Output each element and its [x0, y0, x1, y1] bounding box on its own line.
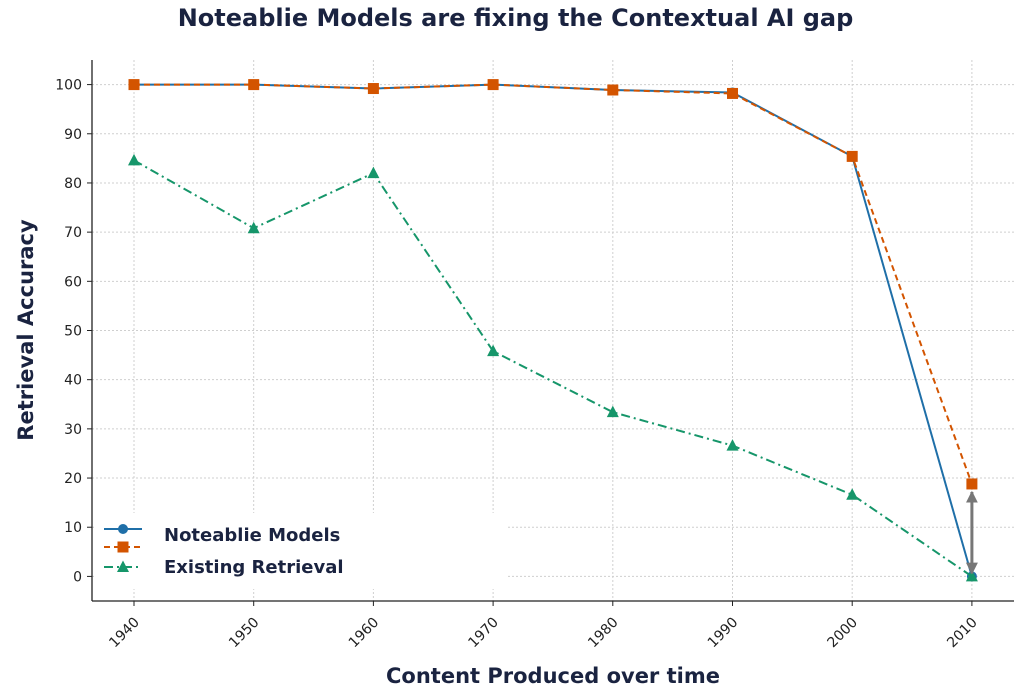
y-axis-label-wrap: Retrieval Accuracy	[0, 60, 52, 600]
x-tick-label: 2000	[825, 615, 862, 652]
y-tick-label: 80	[64, 176, 82, 192]
data-point-2-6	[846, 488, 859, 500]
legend-marker-2	[117, 560, 129, 572]
data-point-1-2	[367, 83, 379, 95]
y-tick-label: 10	[64, 520, 82, 536]
y-tick-label: 20	[64, 471, 82, 487]
data-point-1-0	[128, 79, 140, 91]
y-tick-label: 90	[64, 127, 82, 143]
data-point-1-3	[487, 79, 499, 91]
data-point-2-1	[247, 221, 260, 234]
legend-marker-0	[118, 524, 128, 534]
y-tick-label: 0	[73, 569, 82, 585]
x-tick-label: 1960	[346, 615, 383, 652]
y-tick-label: 100	[55, 78, 82, 94]
data-point-1-7	[966, 478, 978, 490]
series-line-2	[133, 159, 973, 578]
data-point-1-6	[846, 150, 858, 162]
legend-label-1: Existing Retrieval	[164, 557, 344, 578]
legend-marker-1	[117, 541, 129, 553]
y-tick-label: 70	[64, 225, 82, 241]
x-axis-label: Content Produced over time	[386, 664, 720, 688]
data-point-2-7	[965, 569, 978, 582]
legend-box	[96, 513, 506, 589]
x-tick-label: 1970	[465, 615, 502, 652]
data-point-2-4	[606, 405, 619, 418]
legend-label-0: Noteablie Models	[164, 525, 340, 546]
y-axis-label: Retrieval Accuracy	[14, 219, 38, 441]
y-tick-label: 60	[64, 274, 82, 290]
y-tick-label: 30	[64, 422, 82, 438]
data-point-1-1	[248, 79, 260, 91]
x-tick-label: 1980	[585, 615, 622, 652]
data-point-1-5	[727, 87, 738, 99]
x-tick-label: 1950	[226, 615, 263, 652]
series-line-1	[134, 83, 973, 485]
y-tick-label: 40	[64, 373, 82, 389]
data-point-1-4	[607, 84, 619, 96]
data-point-2-5	[726, 439, 739, 451]
data-point-2-0	[128, 153, 140, 166]
x-tick-label: 1940	[106, 615, 143, 652]
x-tick-label: 1990	[705, 615, 742, 652]
x-tick-label: 2010	[944, 615, 981, 652]
chart-title: Noteablie Models are fixing the Contextu…	[177, 4, 854, 32]
y-tick-label: 50	[64, 324, 82, 340]
data-point-2-3	[487, 344, 500, 357]
data-point-2-2	[367, 166, 380, 179]
